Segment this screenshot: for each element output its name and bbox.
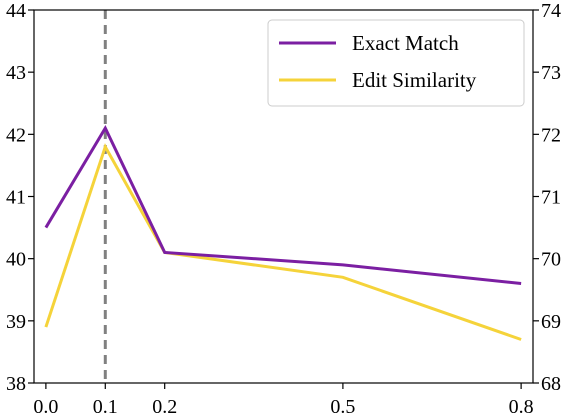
- legend-label-edit-similarity: Edit Similarity: [352, 68, 477, 92]
- left-tick-label: 40: [6, 249, 26, 271]
- series-layer: [44, 124, 522, 341]
- series-line-exact-match: [44, 124, 522, 286]
- right-tick-label: 74: [541, 0, 561, 22]
- x-tick-label: 0.5: [330, 396, 355, 418]
- plot-frame: [33, 9, 534, 384]
- right-tick-label: 71: [541, 187, 561, 209]
- legend-label-exact-match: Exact Match: [352, 31, 459, 55]
- ticks-layer: 38 39 40 41 42 43 44 68 69 70 71 72 73 74 0.0 0.1 0.2 0.5…: [6, 0, 561, 418]
- left-tick-label: 44: [6, 0, 26, 22]
- right-tick-label: 70: [541, 249, 561, 271]
- right-tick-label: 73: [541, 62, 561, 84]
- left-tick-label: 41: [6, 187, 26, 209]
- x-tick-label: 0.8: [509, 396, 534, 418]
- right-tick-label: 69: [541, 311, 561, 333]
- x-tick-label: 0.1: [93, 396, 118, 418]
- x-tick-label: 0.0: [33, 396, 58, 418]
- left-tick-label: 42: [6, 124, 26, 146]
- right-tick-label: 68: [541, 373, 561, 395]
- x-tick-label: 0.2: [152, 396, 177, 418]
- legend: Exact Match Edit Similarity: [267, 19, 525, 107]
- right-tick-label: 72: [541, 124, 561, 146]
- left-tick-label: 39: [6, 311, 26, 333]
- left-tick-label: 43: [6, 62, 26, 84]
- left-tick-label: 38: [6, 373, 26, 395]
- series-line-edit-similarity: [44, 143, 522, 341]
